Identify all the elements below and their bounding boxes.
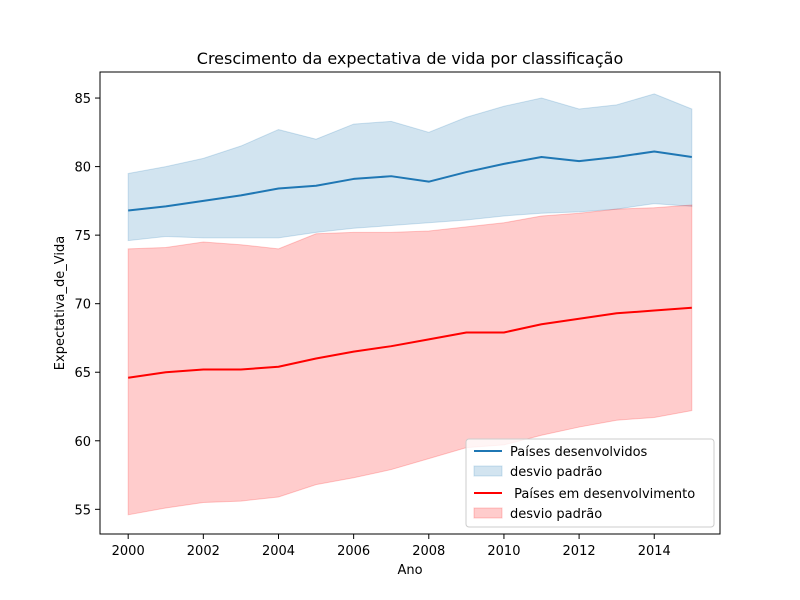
legend-patch-developed-band [473,465,503,477]
y-tick-label: 60 [74,435,91,450]
legend-label-developed-band: desvio padrão [510,465,602,480]
y-tick-label: 75 [74,229,91,244]
y-tick-label: 80 [74,161,91,176]
y-tick-label: 65 [74,366,91,381]
line-series-1 [128,306,692,379]
x-tick-label: 2008 [412,544,445,559]
x-tick-label: 2014 [638,544,671,559]
y-tick-label: 85 [74,92,91,107]
legend-patch-developing-band [473,507,503,519]
legend-box [465,438,715,528]
y-tick-label: 70 [74,298,91,313]
legend-label-developing: Países em desenvolvimento [510,487,695,502]
y-axis: 55 60 65 70 75 80 85 [74,92,100,518]
y-tick-label: 55 [74,503,91,518]
band-series-0 [127,93,693,242]
x-axis: 2000 2002 2004 2006 2008 2010 2012 2014 [112,534,671,559]
line-series-0 [128,150,692,212]
x-axis-label: Ano [397,563,422,578]
x-tick-label: 2004 [262,544,295,559]
chart-title: Crescimento da expectativa de vida por c… [197,49,623,68]
y-axis-label: Expectativa_de_Vida [53,236,68,370]
x-tick-label: 2012 [563,544,596,559]
legend-label-developing-band: desvio padrão [510,507,602,522]
plot-frame [99,71,721,535]
band-series-1 [127,204,693,516]
x-tick-label: 2000 [112,544,145,559]
legend-label-developed: Países desenvolvidos [510,445,648,460]
x-tick-label: 2002 [187,544,220,559]
line-layer [128,150,692,379]
band-layer [127,93,693,516]
legend: Países desenvolvidos desvio padrão Paíse… [465,438,715,528]
x-tick-label: 2010 [487,544,520,559]
x-tick-label: 2006 [337,544,370,559]
